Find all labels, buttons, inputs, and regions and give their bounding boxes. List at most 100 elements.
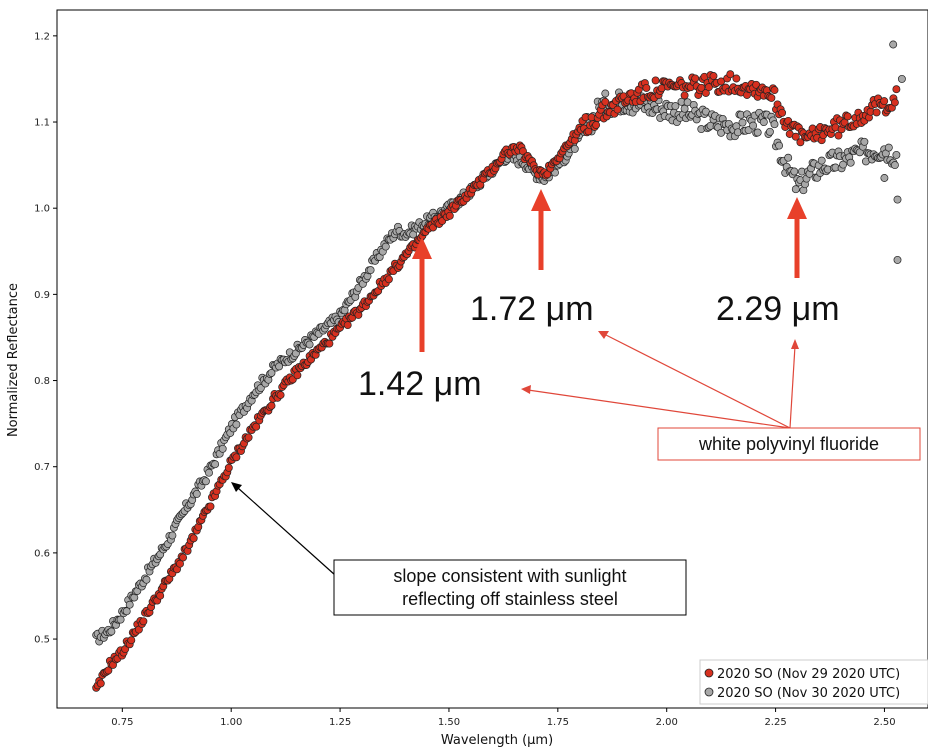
y-tick-label: 0.5 (34, 635, 50, 646)
data-point (192, 489, 201, 498)
x-tick-label: 1.25 (329, 717, 351, 728)
label-229-um: 2.29 μm (716, 290, 840, 328)
data-point (890, 98, 899, 107)
data-point (843, 112, 852, 121)
data-point (770, 120, 779, 129)
y-tick-label: 0.7 (34, 462, 50, 473)
x-tick-label: 1.00 (220, 717, 242, 728)
data-point (759, 118, 768, 127)
data-point (592, 121, 601, 129)
legend-box (699, 659, 928, 705)
data-point-outlier (893, 255, 902, 264)
x-tick-label: 2.50 (873, 717, 895, 728)
x-axis: 0.75 1.00 1.25 1.50 1.75 2.00 2.25 2.50 (111, 708, 896, 728)
data-point (717, 77, 726, 86)
data-point (767, 93, 776, 102)
data-point (846, 158, 855, 167)
data-point (651, 76, 660, 85)
data-point (778, 108, 787, 117)
data-point (601, 89, 610, 98)
feature-arrows (412, 189, 807, 352)
data-point (680, 104, 689, 113)
slope-label-line1: slope consistent with sunlight (393, 566, 626, 586)
data-point (232, 420, 241, 429)
data-point-outlier (889, 40, 898, 49)
data-point (116, 615, 125, 624)
slope-label-box (333, 559, 687, 616)
data-point (343, 321, 352, 330)
y-tick-label: 0.6 (34, 548, 50, 559)
data-point (218, 444, 227, 453)
y-axis-title: Normalized Reflectance (6, 283, 21, 437)
data-point-outlier (897, 74, 906, 83)
y-axis: 0.5 0.6 0.7 0.8 0.9 1.0 1.1 1.2 (34, 31, 57, 646)
plot-frame (56, 9, 928, 709)
label-172-um: 1.72 μm (470, 290, 594, 328)
data-point (642, 83, 651, 92)
data-point (892, 85, 901, 94)
data-point (790, 167, 799, 176)
data-point (738, 118, 747, 127)
data-point (704, 83, 713, 92)
series-nov29-points (92, 70, 901, 692)
data-point (834, 131, 843, 140)
data-point (189, 534, 198, 543)
data-point (179, 553, 188, 562)
y-tick-label: 0.9 (34, 290, 50, 301)
data-point (256, 384, 265, 393)
series-nov30-points (92, 40, 906, 646)
data-point (749, 121, 758, 130)
legend-label-nov30: 2020 SO (Nov 30 2020 UTC) (717, 686, 900, 701)
data-point (709, 72, 718, 80)
data-point (305, 340, 314, 349)
data-point (142, 575, 151, 584)
data-point (252, 422, 261, 431)
data-point (691, 74, 700, 83)
arrow-142-head (412, 237, 432, 259)
data-point (817, 156, 826, 165)
data-point (765, 127, 774, 136)
feature-label-text: white polyvinyl fluoride (698, 434, 879, 454)
data-point (791, 185, 800, 194)
x-axis-title: Wavelength (μm) (441, 733, 553, 748)
data-point (381, 242, 390, 251)
feature-pointer-lines (521, 331, 799, 429)
data-point (267, 368, 276, 377)
arrow-172-head (531, 189, 551, 211)
data-point (872, 108, 881, 117)
data-point (613, 105, 622, 114)
data-point (775, 141, 784, 150)
y-tick-label: 1.2 (34, 31, 50, 42)
data-point (96, 679, 105, 688)
data-point (726, 70, 735, 79)
data-point (168, 531, 177, 540)
data-point-outlier (893, 195, 902, 204)
data-point (211, 460, 220, 469)
data-point (275, 362, 284, 371)
x-tick-label: 2.00 (656, 717, 678, 728)
data-point-outlier (880, 174, 889, 182)
x-tick-label: 2.25 (764, 717, 786, 728)
data-point (890, 161, 899, 170)
data-point (205, 468, 213, 477)
y-tick-label: 1.1 (34, 118, 50, 129)
data-point (784, 153, 793, 162)
data-point (884, 143, 893, 152)
data-point (325, 339, 334, 348)
legend: 2020 SO (Nov 29 2020 UTC) 2020 SO (Nov 3… (699, 659, 928, 705)
legend-marker-nov29 (704, 668, 714, 678)
data-point (680, 91, 689, 100)
feature-label-box (657, 427, 921, 461)
y-tick-label: 1.0 (34, 204, 50, 215)
data-point (139, 617, 148, 626)
data-point (697, 83, 706, 92)
legend-label-nov29: 2020 SO (Nov 29 2020 UTC) (717, 667, 900, 682)
x-tick-label: 0.75 (111, 717, 133, 728)
data-point (232, 453, 241, 462)
data-point (860, 137, 869, 146)
data-point (770, 86, 779, 95)
data-point (122, 607, 131, 616)
y-tick-label: 0.8 (34, 376, 50, 387)
legend-marker-nov30 (704, 687, 714, 697)
data-point (201, 477, 210, 486)
